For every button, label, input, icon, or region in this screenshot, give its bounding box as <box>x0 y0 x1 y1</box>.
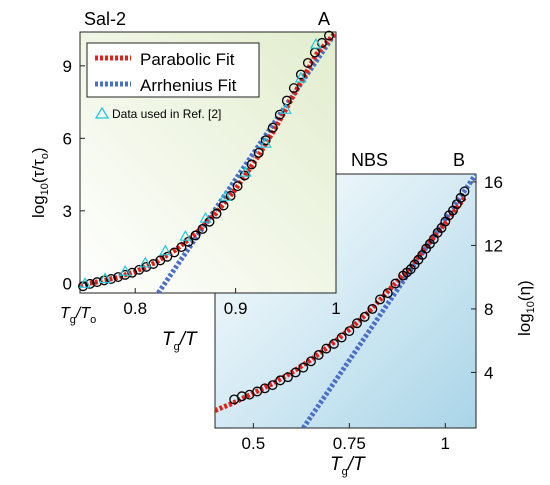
data-point <box>274 109 285 120</box>
panel-a-label: A <box>318 9 330 29</box>
x-tick-label: 0.75 <box>333 434 366 453</box>
panel-a-legend: Parabolic Fit Arrhenius Fit Data used in… <box>86 42 260 121</box>
data-point <box>162 251 173 262</box>
y-tick-label: 4 <box>484 363 493 382</box>
data-point <box>367 303 378 314</box>
data-point <box>197 224 208 234</box>
data-point <box>113 272 124 283</box>
ref-data-point <box>309 37 322 49</box>
y-tick-label: 3 <box>63 202 72 221</box>
data-point <box>232 181 243 192</box>
y-tick-label: 12 <box>484 236 503 255</box>
data-point <box>295 69 306 80</box>
data-point <box>218 200 229 211</box>
data-point <box>298 362 309 373</box>
data-point <box>375 294 385 305</box>
data-point <box>267 122 278 133</box>
panel-b-ticks <box>252 181 476 428</box>
data-point <box>344 326 355 337</box>
data-point <box>382 288 393 299</box>
data-point <box>359 311 370 322</box>
x-tick-label: 0.9 <box>224 299 248 318</box>
ref-data-point <box>78 277 92 288</box>
ref-data-point <box>119 265 132 276</box>
data-point <box>321 343 332 354</box>
data-point <box>324 30 334 41</box>
x-tick-label: 0.5 <box>242 434 266 453</box>
y-tick-label: 0 <box>63 274 72 293</box>
legend-ref-label: Data used in Ref. [2] <box>112 107 221 121</box>
legend-box <box>86 42 260 98</box>
data-point <box>306 356 316 367</box>
y-tick-label: 9 <box>63 57 72 76</box>
data-point <box>352 318 362 329</box>
y-tick-label: 16 <box>484 173 503 192</box>
ref-data-point <box>99 272 112 284</box>
data-point <box>169 247 180 258</box>
data-point <box>236 391 247 402</box>
data-point <box>246 159 257 170</box>
data-point <box>211 208 222 219</box>
ref-data-point <box>239 165 252 177</box>
data-point <box>329 338 339 349</box>
data-point <box>85 278 95 289</box>
ref-data-point <box>159 244 172 256</box>
panel-a-x-axis-label: Tg/T <box>162 329 198 353</box>
legend-triangle-marker <box>94 106 110 119</box>
panel-b-title: NBS <box>351 150 388 170</box>
arrhenius-fit-line <box>301 174 476 428</box>
panel-b-x-tick-labels: 0.5 0.75 1 <box>242 434 450 453</box>
legend-parabolic-label: Parabolic Fit <box>140 50 235 69</box>
panel-b: NBS B 0.5 0.75 1 4 8 12 16 Tg/T log10(η) <box>214 150 537 478</box>
ref-data-point <box>294 71 307 83</box>
panel-a-x-tick-labels: 0.8 0.9 1 <box>123 299 340 318</box>
data-point <box>459 186 470 197</box>
data-point <box>253 147 264 158</box>
panel-b-y-tick-labels: 4 8 12 16 <box>484 173 503 383</box>
panel-a-points <box>78 30 334 292</box>
x-tick-label: 0.8 <box>123 299 147 318</box>
data-point <box>190 230 201 241</box>
data-point <box>267 380 278 391</box>
data-point <box>176 242 187 253</box>
y-tick-label: 8 <box>484 300 493 319</box>
ref-data-point <box>139 256 152 268</box>
ref-data-point <box>279 103 292 114</box>
panel-a-title: Sal-2 <box>84 9 126 29</box>
panel-a-y-axis-label: log10(τ/τo) <box>29 147 51 218</box>
ref-data-point <box>219 190 232 201</box>
data-point <box>288 83 299 94</box>
data-point <box>282 372 293 383</box>
data-point <box>302 57 313 68</box>
panel-a-y-tick-labels: 0 3 6 9 <box>63 57 72 294</box>
y-tick-label: 6 <box>63 129 72 148</box>
data-point <box>313 350 324 360</box>
legend-arrhenius-label: Arrhenius Fit <box>140 76 237 95</box>
ref-data-point <box>259 136 272 148</box>
panel-a-x-origin-label: Tg/To <box>60 305 96 326</box>
x-tick-label: 1 <box>441 434 450 453</box>
x-tick-label: 1 <box>331 299 340 318</box>
panel-b-y-axis-label: log10(η) <box>515 280 537 336</box>
panel-b-points <box>229 186 470 405</box>
ref-data-point <box>179 229 192 241</box>
data-point <box>106 274 117 284</box>
panel-b-label: B <box>453 150 465 170</box>
data-point <box>390 278 401 289</box>
panel-a: Sal-2 A 0.8 0.9 1 0 3 6 9 Tg/To Tg/T log10(τ/… <box>29 9 341 353</box>
data-point <box>260 135 271 146</box>
data-point <box>290 367 301 378</box>
panel-b-x-axis-label: Tg/T <box>330 454 366 478</box>
ref-data-point <box>199 211 212 223</box>
data-point <box>336 332 347 343</box>
